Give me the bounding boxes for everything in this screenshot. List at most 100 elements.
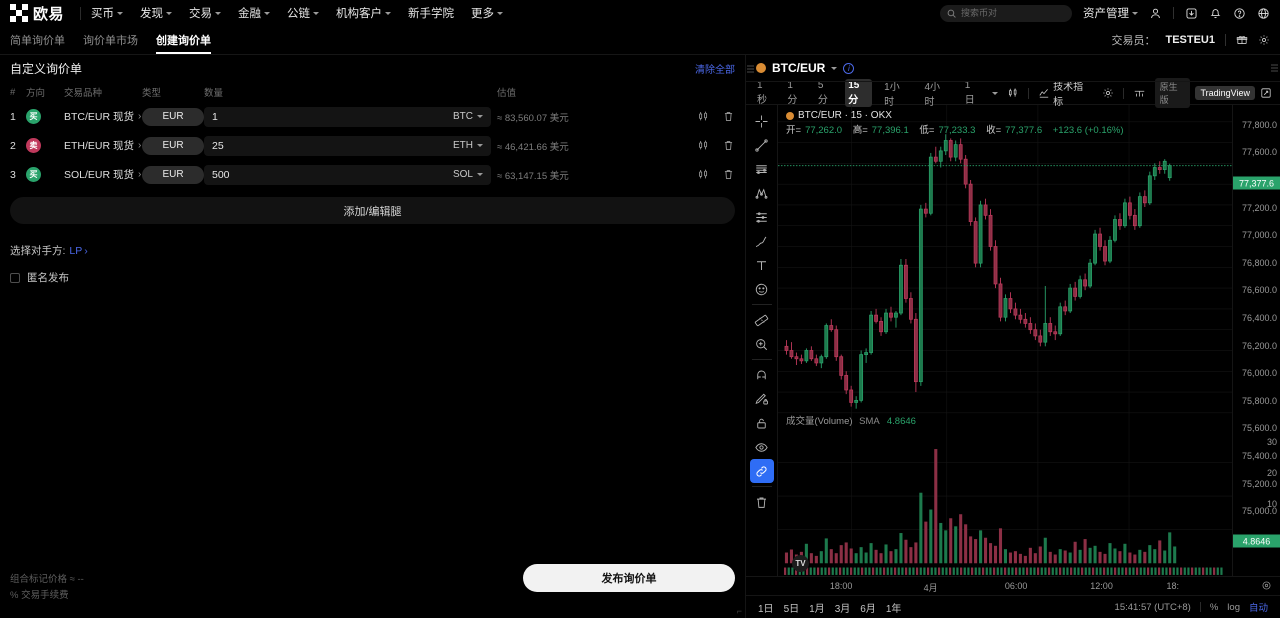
nav-item-more[interactable]: 更多	[471, 5, 504, 21]
quantity-input[interactable]	[212, 168, 453, 181]
pitchfork-icon[interactable]	[750, 181, 774, 205]
counterparty-selector[interactable]: LP ›	[69, 245, 87, 257]
direction-badge-sell[interactable]: 卖	[26, 138, 41, 153]
nav-item-chain[interactable]: 公链	[287, 5, 320, 21]
direction-badge-buy[interactable]: 买	[26, 109, 41, 124]
magnet-icon[interactable]	[750, 363, 774, 387]
type-pill[interactable]: EUR	[142, 165, 204, 184]
chevron-down-icon[interactable]	[831, 66, 838, 70]
quantity-field[interactable]: BTC	[204, 106, 491, 127]
brand-logo[interactable]: 欧易	[10, 3, 64, 24]
nav-item-academy[interactable]: 新手学院	[408, 5, 454, 21]
range-1mo[interactable]: 1月	[809, 603, 825, 615]
time-axis[interactable]: 18:00 4月 06:00 12:00 18:	[746, 576, 1280, 595]
indicators-button[interactable]: 技术指标	[1038, 78, 1092, 108]
row-symbol-selector[interactable]: BTC/EUR 现货 ›	[64, 109, 142, 124]
range-5d[interactable]: 5日	[783, 603, 800, 615]
trend-line-icon[interactable]	[750, 133, 774, 157]
timeframe-5m[interactable]: 5分	[817, 80, 828, 106]
row-direction[interactable]: 买	[26, 109, 64, 124]
info-icon[interactable]: i	[843, 62, 855, 74]
timeframe-4h[interactable]: 4小时	[924, 82, 941, 108]
view-tradingview-button[interactable]: TradingView	[1195, 86, 1255, 100]
chevron-down-icon[interactable]	[992, 91, 999, 95]
panel-resize-grip[interactable]	[747, 65, 754, 72]
nav-item-trade[interactable]: 交易	[189, 5, 222, 21]
row-symbol-selector[interactable]: SOL/EUR 现货 ›	[64, 167, 142, 182]
quantity-input[interactable]	[212, 139, 453, 152]
range-6mo[interactable]: 6月	[860, 603, 876, 615]
candlestick-icon[interactable]	[697, 139, 710, 152]
timeframe-1d[interactable]: 1日	[964, 80, 975, 106]
horizontal-lines-icon[interactable]	[750, 157, 774, 181]
range-3mo[interactable]: 3月	[834, 603, 851, 615]
gift-icon[interactable]	[1236, 34, 1248, 46]
help-icon[interactable]	[1233, 7, 1246, 20]
quantity-field[interactable]: ETH	[204, 135, 491, 156]
timeframe-1m[interactable]: 1分	[787, 80, 798, 106]
link-icon[interactable]	[749, 459, 774, 483]
fib-retracement-icon[interactable]	[750, 205, 774, 229]
auto-scale-toggle[interactable]: 自动	[1248, 603, 1268, 614]
nav-item-buy-crypto[interactable]: 买币	[91, 5, 124, 21]
tab-rfq-market[interactable]: 询价单市场	[83, 26, 138, 54]
percent-scale-toggle[interactable]: %	[1209, 601, 1219, 613]
fullscreen-icon[interactable]	[1260, 87, 1272, 99]
quantity-unit-selector[interactable]: ETH	[453, 140, 483, 151]
clear-all-button[interactable]: 清除全部	[695, 65, 735, 76]
panel-resize-corner[interactable]: ⌐	[736, 606, 742, 616]
nav-item-institutional[interactable]: 机构客户	[336, 5, 392, 21]
chart-plot-area[interactable]: BTC/EUR · 15 · OKX 开= 77,262.0 高= 77,396.1…	[778, 105, 1232, 576]
zoom-in-icon[interactable]	[750, 332, 774, 356]
chart-panel-grip[interactable]	[1271, 64, 1278, 72]
timeframe-15m[interactable]: 15分	[845, 79, 873, 107]
timeframe-1s[interactable]: 1秒	[757, 80, 767, 106]
ruler-icon[interactable]	[750, 308, 774, 332]
search-input[interactable]	[961, 8, 1065, 18]
range-1d[interactable]: 1日	[758, 603, 774, 615]
download-icon[interactable]	[1185, 7, 1198, 20]
user-icon[interactable]	[1149, 7, 1162, 20]
crosshair-icon[interactable]	[750, 109, 774, 133]
row-symbol-selector[interactable]: ETH/EUR 现货 ›	[64, 138, 142, 153]
tab-create-rfq[interactable]: 创建询价单	[156, 26, 211, 54]
nav-item-discover[interactable]: 发现	[140, 5, 173, 21]
gear-icon[interactable]	[1102, 87, 1114, 99]
delete-icon[interactable]	[722, 110, 735, 123]
range-1y[interactable]: 1年	[885, 603, 902, 615]
pencil-lock-icon[interactable]	[750, 387, 774, 411]
candlestick-icon[interactable]	[697, 168, 710, 181]
trash-icon[interactable]	[750, 490, 774, 514]
type-pill[interactable]: EUR	[142, 107, 204, 126]
nav-item-finance[interactable]: 金融	[238, 5, 271, 21]
brush-icon[interactable]	[750, 229, 774, 253]
candlestick-icon[interactable]	[1007, 87, 1019, 99]
delete-icon[interactable]	[722, 168, 735, 181]
quantity-field[interactable]: SOL	[204, 164, 491, 185]
quantity-unit-selector[interactable]: BTC	[453, 111, 483, 122]
publish-rfq-button[interactable]: 发布询价单	[523, 564, 735, 592]
log-scale-toggle[interactable]: log	[1227, 601, 1240, 613]
settings-icon[interactable]	[1258, 34, 1270, 46]
asset-management-menu[interactable]: 资产管理	[1083, 5, 1138, 21]
tab-simple-rfq[interactable]: 简单询价单	[10, 26, 65, 54]
add-edit-leg-button[interactable]: 添加/编辑腿	[10, 197, 735, 224]
candlestick-icon[interactable]	[697, 110, 710, 123]
quantity-input[interactable]	[212, 110, 453, 123]
eye-icon[interactable]	[750, 435, 774, 459]
bell-icon[interactable]	[1209, 7, 1222, 20]
delete-icon[interactable]	[722, 139, 735, 152]
row-direction[interactable]: 买	[26, 167, 64, 182]
search-box[interactable]	[940, 4, 1072, 22]
timeframe-1h[interactable]: 1小时	[884, 82, 900, 108]
direction-badge-buy[interactable]: 买	[26, 167, 41, 182]
emoji-icon[interactable]	[750, 277, 774, 301]
globe-icon[interactable]	[1257, 7, 1270, 20]
text-icon[interactable]	[750, 253, 774, 277]
layout-icon[interactable]	[1133, 87, 1146, 99]
anonymous-checkbox[interactable]	[10, 272, 20, 283]
quantity-unit-selector[interactable]: SOL	[453, 169, 483, 180]
time-axis-settings-icon[interactable]	[1261, 580, 1272, 591]
lock-icon[interactable]	[750, 411, 774, 435]
price-axis[interactable]: 77,800.077,600.077,400.077,200.077,000.0…	[1232, 105, 1280, 576]
